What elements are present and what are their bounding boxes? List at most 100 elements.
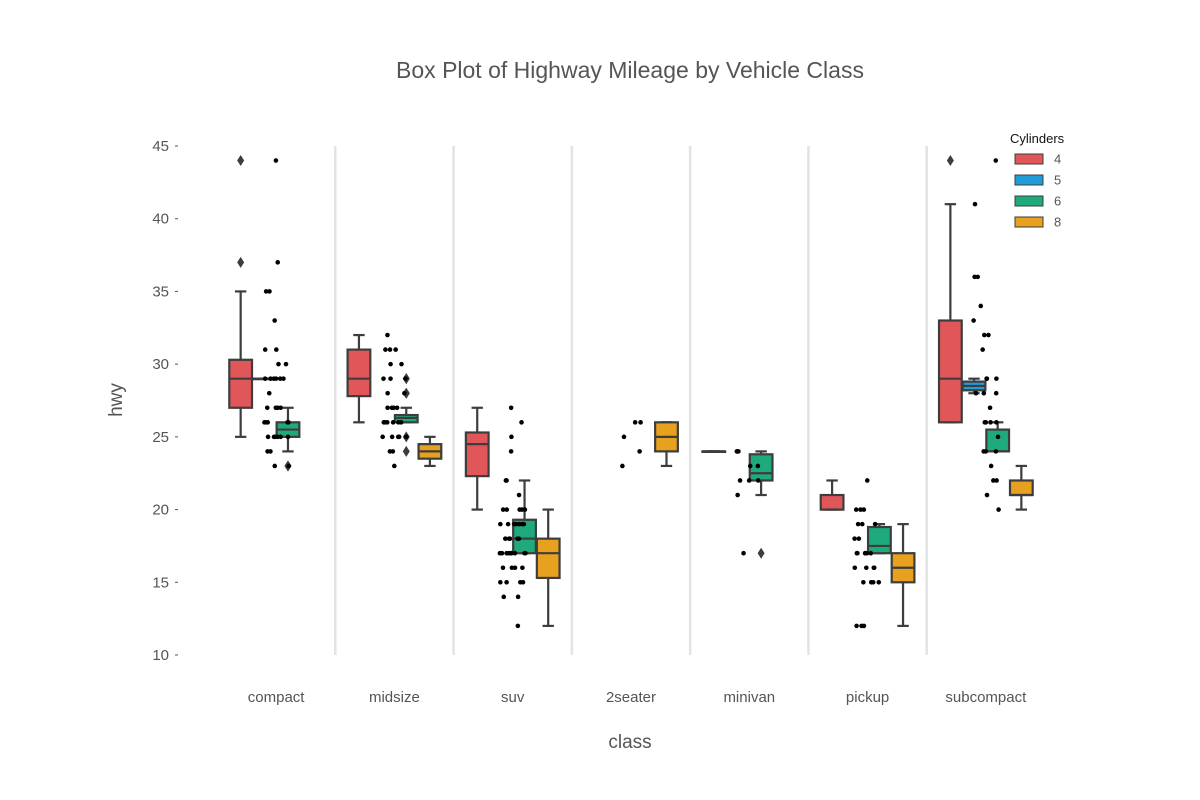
outlier-marker bbox=[757, 547, 765, 559]
y-tick-label: 35 bbox=[152, 283, 169, 300]
strip-point bbox=[381, 376, 386, 381]
box-minivan-cyl-6 bbox=[748, 450, 774, 559]
strip-point bbox=[388, 361, 393, 367]
strip-point bbox=[266, 390, 272, 396]
strip-point bbox=[507, 536, 513, 541]
chart-title: Box Plot of Highway Mileage by Vehicle C… bbox=[396, 57, 864, 83]
strip-point bbox=[620, 463, 625, 469]
strip-point bbox=[987, 405, 993, 411]
strip-point bbox=[515, 623, 521, 629]
strip-point bbox=[271, 434, 277, 440]
x-tick-label: compact bbox=[248, 689, 306, 706]
box-pickup-cyl-4 bbox=[819, 479, 845, 511]
strip-point bbox=[981, 390, 987, 396]
strip-point bbox=[981, 332, 987, 338]
strip-point bbox=[872, 521, 878, 527]
strip-point bbox=[285, 434, 291, 440]
x-tick-label: suv bbox=[501, 689, 525, 706]
strip-point bbox=[273, 376, 279, 381]
box-suv-cyl-6 bbox=[512, 479, 537, 555]
box-body bbox=[346, 348, 372, 398]
strip-point bbox=[735, 492, 740, 498]
strip-point bbox=[275, 434, 280, 440]
strip-point bbox=[995, 434, 1001, 440]
box-midsize-cyl-6 bbox=[393, 373, 419, 457]
strip-point bbox=[503, 478, 509, 483]
strip-point bbox=[853, 507, 859, 512]
strip-point bbox=[746, 478, 752, 483]
strip-point bbox=[971, 318, 976, 323]
strip-point bbox=[519, 420, 524, 425]
outlier-marker bbox=[402, 445, 410, 457]
strip-point bbox=[394, 405, 400, 411]
strip-point bbox=[737, 478, 743, 483]
box-body bbox=[866, 525, 892, 555]
strip-point bbox=[272, 463, 278, 469]
legend-label: 6 bbox=[1054, 194, 1061, 209]
strip-point bbox=[856, 536, 862, 541]
strip-point bbox=[637, 449, 642, 454]
strip-point bbox=[868, 579, 874, 585]
strip-point bbox=[283, 361, 289, 367]
strip-point bbox=[498, 521, 503, 527]
outlier-marker bbox=[237, 256, 245, 268]
strip-point bbox=[504, 579, 509, 585]
category-separators bbox=[334, 146, 928, 655]
strip-point bbox=[498, 579, 503, 585]
x-tick-label: midsize bbox=[369, 689, 420, 706]
legend-title: Cylinders bbox=[1010, 131, 1065, 146]
y-tick-label: 20 bbox=[152, 502, 169, 519]
box-compact-cyl-4 bbox=[228, 155, 254, 438]
box-pickup-cyl-8 bbox=[890, 523, 916, 628]
strip-point bbox=[994, 478, 999, 483]
box-midsize-cyl-8 bbox=[417, 435, 443, 468]
strip-point bbox=[508, 449, 514, 454]
strip-point bbox=[388, 376, 393, 381]
strip-point bbox=[403, 376, 408, 381]
strip-point bbox=[621, 434, 627, 440]
strip-point bbox=[380, 434, 385, 440]
strip-point bbox=[402, 390, 407, 396]
box-compact-cyl-6 bbox=[275, 406, 301, 472]
box-body bbox=[748, 453, 774, 482]
strip-point bbox=[991, 478, 996, 483]
x-tick-label: 2seater bbox=[606, 689, 656, 706]
strip-points bbox=[262, 158, 1001, 629]
legend-label: 4 bbox=[1054, 152, 1061, 167]
strip-point bbox=[512, 550, 518, 556]
strip-point bbox=[263, 420, 269, 425]
strip-point bbox=[996, 507, 1001, 512]
strip-point bbox=[399, 361, 404, 367]
strip-point bbox=[273, 158, 279, 163]
y-axis-label: hwy bbox=[106, 383, 127, 417]
strip-point bbox=[973, 390, 979, 396]
strip-point bbox=[861, 623, 867, 629]
x-axis-label: class bbox=[608, 732, 651, 753]
strip-point bbox=[983, 449, 989, 454]
strip-point bbox=[274, 347, 279, 352]
strip-point bbox=[516, 536, 522, 541]
box-midsize-cyl-4 bbox=[346, 333, 372, 424]
y-tick-label: 40 bbox=[152, 211, 169, 228]
box-suv-cyl-8 bbox=[535, 508, 561, 628]
strip-point bbox=[741, 550, 746, 556]
y-tick-label: 30 bbox=[152, 356, 169, 373]
strip-point bbox=[972, 201, 978, 207]
strip-point bbox=[994, 420, 999, 425]
legend-swatch bbox=[1014, 174, 1044, 186]
strip-point bbox=[509, 565, 515, 571]
strip-point bbox=[267, 289, 272, 294]
strip-point bbox=[501, 594, 507, 600]
strip-point bbox=[273, 405, 279, 411]
strip-point bbox=[499, 550, 505, 556]
strip-point bbox=[263, 289, 269, 294]
strip-point bbox=[281, 376, 286, 381]
strip-point bbox=[390, 420, 396, 425]
strip-point bbox=[275, 260, 281, 265]
strip-point bbox=[638, 420, 643, 425]
legend-swatch bbox=[1014, 195, 1044, 207]
x-tick-label: pickup bbox=[846, 689, 889, 706]
strip-point bbox=[278, 434, 283, 440]
strip-point bbox=[509, 434, 514, 440]
